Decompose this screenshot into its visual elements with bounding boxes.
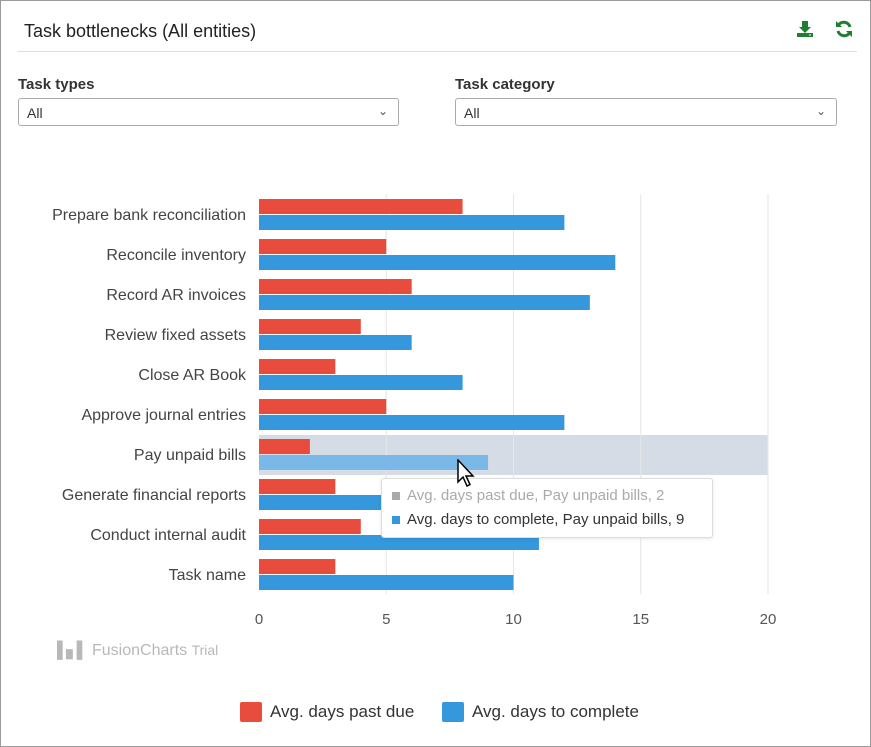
- refresh-icon[interactable]: [834, 19, 854, 39]
- bar-days-past-due: [259, 479, 336, 494]
- category-label: Reconcile inventory: [106, 247, 246, 264]
- x-tick-label: 20: [760, 611, 777, 628]
- bar-days-past-due: [259, 519, 361, 534]
- category-label: Close AR Book: [138, 367, 247, 384]
- category-label: Prepare bank reconciliation: [52, 207, 246, 224]
- tooltip: Avg. days past due, Pay unpaid bills, 2 …: [381, 478, 713, 538]
- task-types-select[interactable]: All ⌄: [18, 98, 399, 126]
- x-tick-label: 5: [382, 611, 390, 628]
- watermark: ▌▖▌ FusionCharts Trial: [57, 642, 219, 659]
- legend-swatch: [240, 702, 262, 722]
- x-tick-label: 15: [632, 611, 649, 628]
- legend-label: Avg. days past due: [270, 702, 415, 721]
- mouse-cursor-icon: [457, 459, 475, 487]
- category-label: Task name: [169, 567, 246, 584]
- category-label: Generate financial reports: [62, 487, 246, 504]
- task-types-value: All: [27, 105, 43, 121]
- bar-chart: 0 5 10 15 20 Prepare bank reconciliation Recon…: [52, 194, 777, 628]
- chevron-down-icon: ⌄: [815, 104, 826, 118]
- legend-item-past-due[interactable]: Avg. days past due: [240, 702, 414, 722]
- bar-days-to-complete: [259, 455, 489, 470]
- category-label: Approve journal entries: [81, 407, 246, 424]
- bar-days-past-due: [259, 319, 361, 334]
- x-tick-label: 0: [255, 611, 263, 628]
- bar-days-past-due: [259, 279, 412, 294]
- task-types-label: Task types: [18, 76, 95, 93]
- category-label: Pay unpaid bills: [134, 447, 246, 464]
- chevron-down-icon: ⌄: [377, 104, 388, 118]
- bar-days-to-complete: [259, 335, 412, 350]
- bar-days-to-complete: [259, 415, 565, 430]
- bar-days-to-complete: [259, 535, 539, 550]
- tooltip-swatch: [392, 492, 400, 500]
- legend-label: Avg. days to complete: [472, 702, 639, 721]
- category-label: Record AR invoices: [106, 287, 246, 304]
- panel-title: Task bottlenecks (All entities): [24, 21, 257, 41]
- bar-days-to-complete: [259, 295, 590, 310]
- bar-days-past-due: [259, 199, 463, 214]
- tooltip-swatch: [392, 516, 400, 524]
- x-tick-label: 10: [505, 611, 522, 628]
- tooltip-line-complete: Avg. days to complete, Pay unpaid bills,…: [407, 511, 685, 528]
- bar-days-to-complete: [259, 495, 396, 510]
- bar-days-past-due: [259, 359, 336, 374]
- divider: [18, 51, 857, 52]
- task-category-label: Task category: [455, 76, 555, 93]
- legend-swatch: [442, 702, 464, 722]
- tooltip-line-past-due: Avg. days past due, Pay unpaid bills, 2: [407, 487, 665, 504]
- category-label: Conduct internal audit: [90, 527, 246, 544]
- task-category-value: All: [464, 105, 480, 121]
- bar-days-past-due: [259, 239, 387, 254]
- watermark-suffix: Trial: [191, 642, 219, 658]
- bar-days-to-complete: [259, 575, 514, 590]
- bar-days-past-due: [259, 559, 336, 574]
- legend-item-complete[interactable]: Avg. days to complete: [442, 702, 639, 722]
- bar-days-past-due: [259, 399, 387, 414]
- bar-days-to-complete: [259, 255, 616, 270]
- bar-days-past-due: [259, 439, 310, 454]
- category-label: Review fixed assets: [105, 327, 246, 344]
- watermark-brand: FusionCharts: [91, 642, 188, 659]
- bar-days-to-complete: [259, 215, 565, 230]
- task-category-select[interactable]: All ⌄: [455, 98, 837, 126]
- download-icon[interactable]: [795, 19, 815, 39]
- bar-days-to-complete: [259, 375, 463, 390]
